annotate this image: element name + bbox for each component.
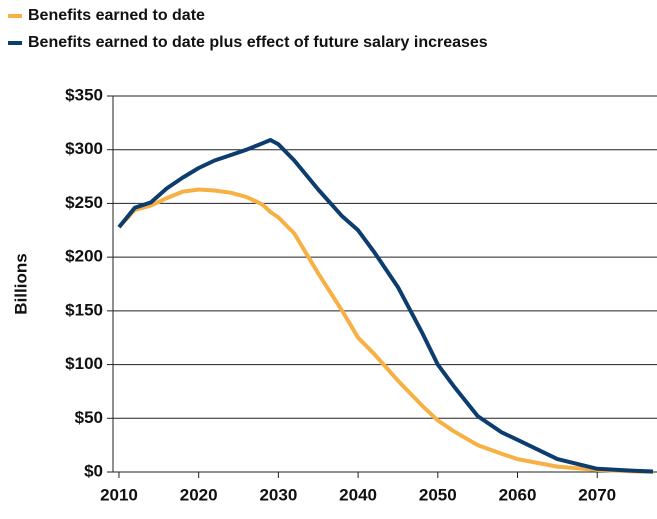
y-tick-label: $0 (84, 461, 103, 480)
x-tick-label: 2030 (259, 485, 297, 504)
x-tick-label: 2070 (578, 485, 616, 504)
y-tick-label: $100 (65, 354, 103, 373)
y-tick-label: $200 (65, 247, 103, 266)
x-tick-label: 2040 (339, 485, 377, 504)
x-tick-label: 2060 (499, 485, 537, 504)
x-tick-label: 2050 (419, 485, 457, 504)
x-tick-label: 2010 (100, 485, 138, 504)
y-axis-label: Billions (11, 253, 30, 314)
series-line (117, 187, 654, 474)
y-tick-label: $350 (65, 85, 103, 104)
y-tick-label: $150 (65, 300, 103, 319)
legend-label: Benefits earned to date (28, 7, 205, 24)
y-tick-label: $250 (65, 193, 103, 212)
x-tick-label: 2020 (180, 485, 218, 504)
y-tick-label: $50 (75, 408, 103, 427)
y-tick-label: $300 (65, 139, 103, 158)
series-line (117, 138, 654, 474)
legend-label: Benefits earned to date plus effect of f… (28, 34, 488, 51)
